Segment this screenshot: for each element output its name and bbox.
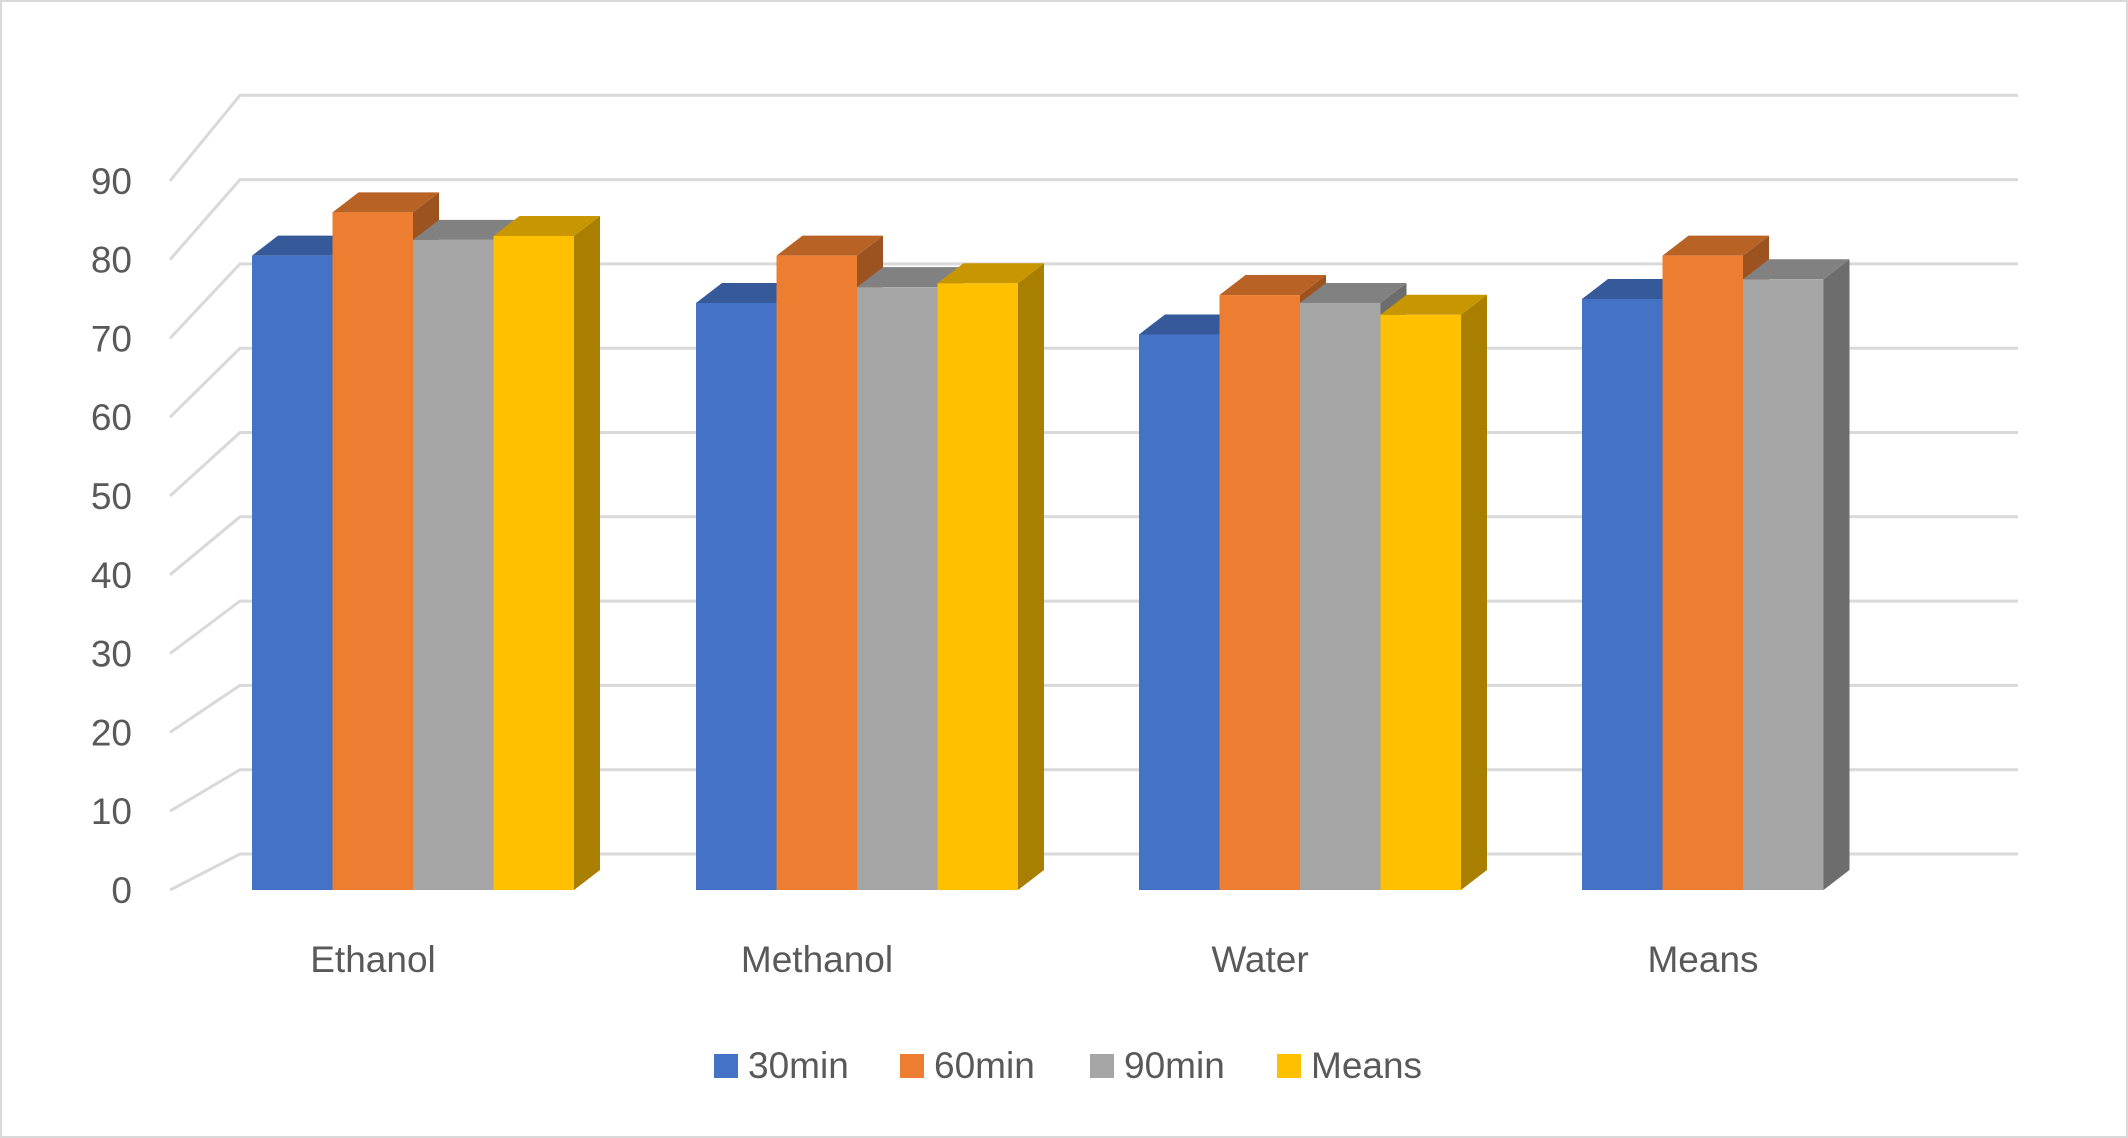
y-tick-label: 80 [91,240,132,281]
legend-label: Means [1311,1045,1422,1086]
legend-swatch [1090,1054,1114,1078]
x-axis-categories: Ethanol Methanol Water Means [310,939,1758,980]
legend-item: 30min [714,1045,849,1086]
category-label: Methanol [741,939,893,980]
y-tick-label: 30 [91,634,132,675]
legend: 30min 60min 90min Means [714,1045,1422,1086]
gridline [168,93,2018,182]
legend-label: 30min [748,1045,849,1086]
category-label: Ethanol [310,939,436,980]
y-tick-label: 60 [91,397,132,438]
y-tick-label: 40 [91,555,132,596]
category-label: Means [1647,939,1758,980]
legend-item: 90min [1090,1045,1225,1086]
legend-item: 60min [900,1045,1035,1086]
bar [493,215,600,890]
y-axis-ticks: 0 10 20 30 40 50 60 70 80 90 [91,161,132,911]
gridlines [168,93,2018,892]
legend-label: 90min [1124,1045,1225,1086]
bar [937,263,1044,890]
y-tick-label: 10 [91,791,132,832]
bars [252,192,1850,891]
legend-item: Means [1277,1045,1422,1086]
legend-swatch [900,1054,924,1078]
bar [1380,294,1487,890]
y-tick-label: 20 [91,712,132,753]
y-tick-label: 50 [91,476,132,517]
category-label: Water [1211,939,1308,980]
gridline [168,262,2018,340]
bar [1743,259,1850,890]
y-tick-label: 70 [91,318,132,359]
legend-label: 60min [934,1045,1035,1086]
gridline [168,178,2018,261]
legend-swatch [714,1054,738,1078]
y-tick-label: 90 [91,161,132,202]
legend-swatch [1277,1054,1301,1078]
y-tick-label: 0 [111,870,132,911]
